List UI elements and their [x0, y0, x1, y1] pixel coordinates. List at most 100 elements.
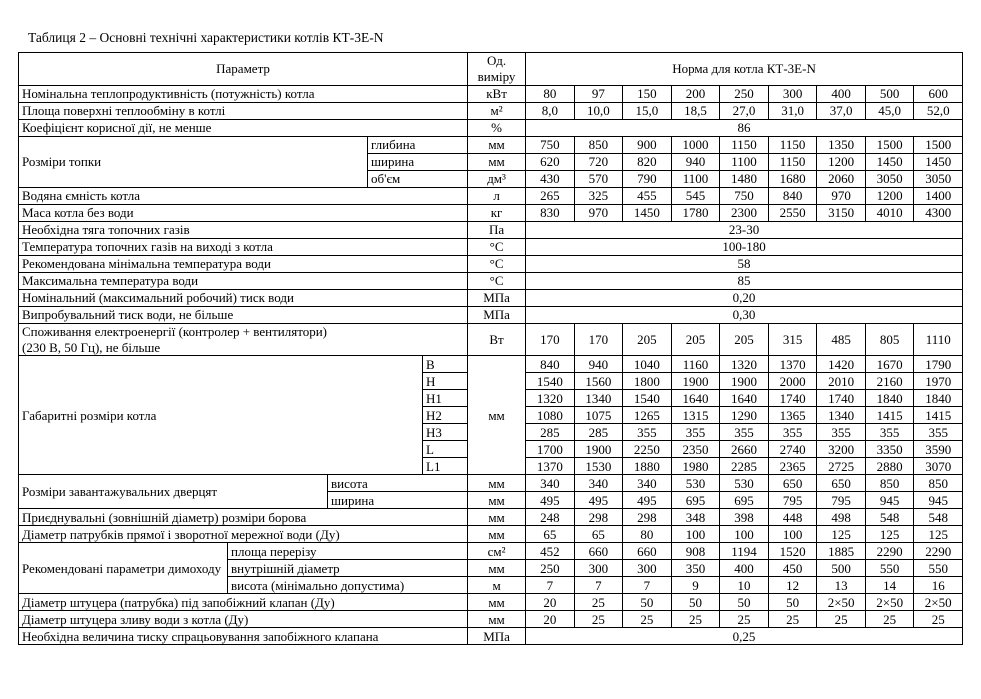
table-cell: 452 [525, 542, 575, 561]
table-cell: площа перерізу [226, 542, 469, 561]
header-cell: Од. виміру [467, 52, 527, 86]
table-cell: 1150 [767, 135, 818, 154]
table-cell: 23-30 [525, 220, 963, 239]
table-cell: 37,0 [816, 101, 866, 120]
table-cell: 1680 [767, 169, 818, 188]
table-cell: 2010 [816, 372, 866, 391]
table-cell: 2660 [719, 440, 769, 459]
table-caption: Таблиця 2 – Основні технічні характерист… [28, 30, 384, 45]
table-cell: 1340 [573, 389, 624, 408]
table-cell: 695 [670, 491, 721, 510]
table-cell: 1340 [816, 406, 866, 425]
table-cell: 1900 [670, 372, 721, 391]
table-cell: 820 [622, 152, 672, 171]
table-cell: Приєднувальні (зовнішній діаметр) розмір… [17, 508, 469, 527]
table-cell: 86 [525, 118, 963, 137]
table-cell: 25 [767, 610, 818, 629]
table-cell: 248 [525, 508, 575, 527]
table-cell: °С [467, 237, 527, 256]
table-row: H1 1320 1340 1540 1640 1640 1740 1740 1840 1840 [19, 389, 963, 408]
table-cell: мм [467, 135, 527, 154]
table-cell: дм³ [467, 169, 527, 188]
table-cell: 100 [719, 525, 769, 544]
table-cell: 3350 [864, 440, 915, 459]
spec-table-body: Параметр Од. виміру Норма для котла КТ-3Е-… [17, 52, 963, 646]
table-cell: 350 [670, 559, 721, 578]
table-cell: 1150 [767, 152, 818, 171]
table-cell: 25 [719, 610, 769, 629]
table-cell: 1530 [573, 457, 624, 476]
table-cell: 1790 [913, 355, 963, 374]
table-cell: 1400 [913, 186, 963, 205]
table-cell: 1365 [767, 406, 818, 425]
table-cell: 945 [913, 491, 963, 510]
table-cell: 1350 [816, 135, 866, 154]
table-cell: 495 [573, 491, 624, 510]
table-cell: 315 [767, 322, 818, 357]
table-cell: 170 [573, 322, 624, 357]
table-cell: 1800 [622, 372, 672, 391]
table-cell: л [467, 186, 527, 205]
table-row: Розміри топки глибина мм 750 850 900 1000 1150 1… [18, 135, 963, 188]
table-cell: 150 [622, 84, 672, 103]
table-cell: 348 [670, 508, 721, 527]
header-row: Параметр Од. виміру Норма для котла КТ-3Е-… [17, 52, 963, 86]
table-row: Споживання електроенергії (контролер + в… [17, 322, 963, 357]
table-cell: 14 [864, 576, 915, 595]
table-cell: 600 [913, 84, 963, 103]
table-cell: внутрішній діаметр [226, 559, 469, 578]
table-cell: 695 [719, 491, 769, 510]
table-cell: H [421, 372, 469, 391]
table-cell: 2725 [816, 457, 866, 476]
table-cell: 355 [864, 423, 915, 442]
table-cell: Номінальний (максимальний робочий) тиск … [17, 288, 469, 307]
table-cell: мм [467, 508, 527, 527]
table-cell: 850 [864, 474, 915, 493]
table-cell: Діаметр патрубків прямої і зворотної мер… [17, 525, 469, 544]
table-row: Температура топочних газів на виході з к… [17, 237, 963, 256]
table-cell: мм [467, 491, 527, 510]
table-cell: 298 [622, 508, 672, 527]
table-cell: 1415 [864, 406, 915, 425]
table-cell: Температура топочних газів на виході з к… [17, 237, 469, 256]
table-cell: Вт [467, 322, 527, 357]
table-cell: 125 [816, 525, 866, 544]
table-cell: 550 [864, 559, 915, 578]
table-cell: 300 [767, 84, 818, 103]
table-cell: Розміри завантажувальних дверцят [18, 474, 328, 510]
table-cell: 970 [573, 203, 624, 222]
table-cell: 720 [573, 152, 624, 171]
table-cell: 7 [573, 576, 624, 595]
table-cell: 4010 [864, 203, 915, 222]
table-cell: МПа [467, 627, 527, 646]
table-cell: 940 [670, 152, 721, 171]
table-cell: 58 [525, 254, 963, 273]
table-cell: Діаметр штуцера зливу води з котла (Ду) [17, 610, 469, 629]
table-cell: % [467, 118, 527, 137]
table-row: Номінальна теплопродуктивність (потужніс… [17, 84, 963, 103]
table-cell: 1370 [767, 355, 818, 374]
table-cell: 2060 [816, 169, 866, 188]
table-row: Рекомендовані параметри димоходу площа пе… [18, 542, 963, 595]
table-cell: 80 [525, 84, 575, 103]
table-cell: 400 [816, 84, 866, 103]
table-cell: 355 [670, 423, 721, 442]
table-cell: 1520 [767, 542, 818, 561]
table-cell: 355 [767, 423, 818, 442]
table-cell: 13 [816, 576, 866, 595]
table-cell: 2×50 [864, 593, 915, 612]
table-cell: 495 [525, 491, 575, 510]
table-cell: 1540 [622, 389, 672, 408]
table-cell: 398 [719, 508, 769, 527]
table-row: Необхідна тяга топочних газів Па 23-30 [17, 220, 963, 239]
table-cell: кг [467, 203, 527, 222]
table-cell: 2285 [719, 457, 769, 476]
table-cell: 1450 [913, 152, 963, 171]
table-row: Рекомендована мінімальна температура вод… [17, 254, 963, 273]
table-cell: 25 [864, 610, 915, 629]
table-cell: 2290 [913, 542, 963, 561]
table-row: внутрішній діаметр мм 250 300 300 350 400 450 50… [19, 559, 963, 578]
table-cell: мм [467, 610, 527, 629]
